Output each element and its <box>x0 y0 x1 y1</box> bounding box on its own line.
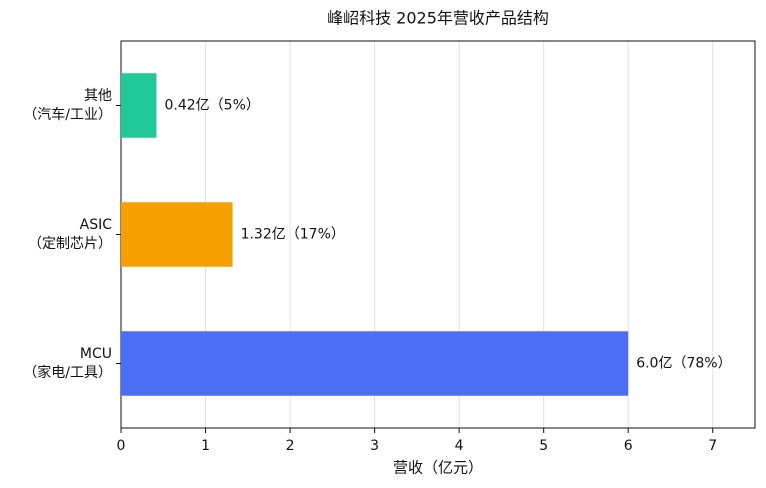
x-tick-label: 2 <box>286 438 295 454</box>
x-tick-label: 0 <box>117 438 126 454</box>
x-axis-label: 营收（亿元） <box>393 459 483 477</box>
chart-title: 峰岹科技 2025年营收产品结构 <box>327 9 549 28</box>
x-tick-label: 7 <box>708 438 717 454</box>
x-tick-label: 3 <box>370 438 379 454</box>
value-label: 6.0亿（78%） <box>636 356 731 372</box>
x-tick-label: 1 <box>201 438 210 454</box>
bar <box>121 331 629 396</box>
x-tick-label: 4 <box>455 438 464 454</box>
y-tick-label: 其他 （汽车/工业） <box>23 87 112 123</box>
y-tick-label: ASIC （定制芯片） <box>28 216 112 252</box>
value-label: 1.32亿（17%） <box>241 227 345 243</box>
x-tick-label: 6 <box>624 438 633 454</box>
bar <box>121 202 233 267</box>
bar <box>121 73 157 138</box>
x-tick-label: 5 <box>539 438 548 454</box>
value-label: 0.42亿（5%） <box>165 98 260 114</box>
y-tick-label: MCU （家电/工具） <box>23 345 112 381</box>
